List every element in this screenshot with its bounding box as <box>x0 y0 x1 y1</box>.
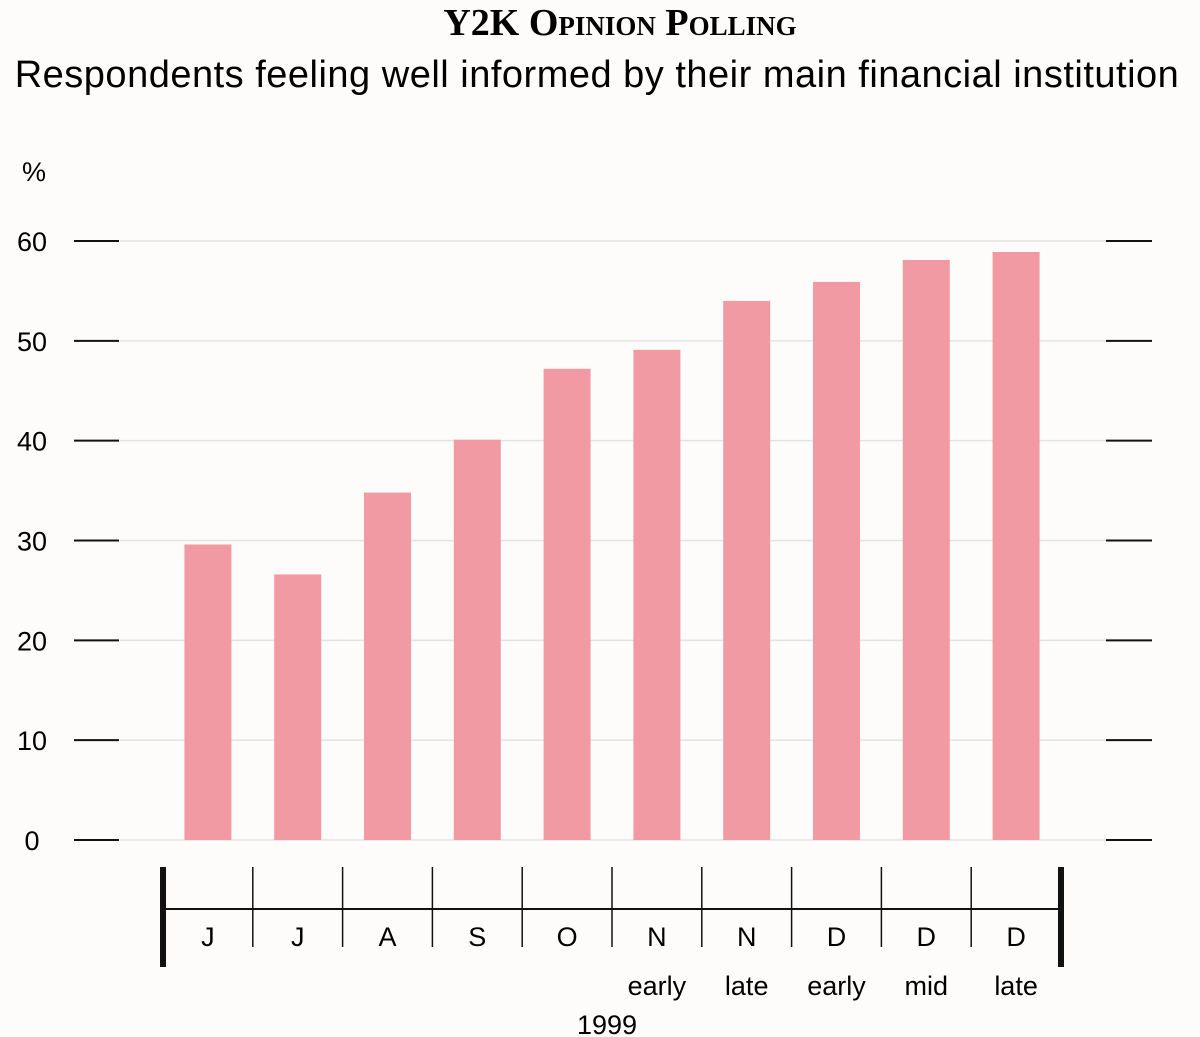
y-tick-label: 20 <box>17 626 47 656</box>
chart-title: Y2K Opinion Polling <box>443 2 796 44</box>
bar <box>633 349 681 840</box>
x-tick-label: J <box>291 922 305 952</box>
y-tick-label: 40 <box>17 427 47 457</box>
y-tick-label: 60 <box>17 227 47 257</box>
chart-subtitle: Respondents feeling well informed by the… <box>15 54 1180 96</box>
x-tick-label: D <box>1006 922 1026 952</box>
y-axis: 0 10 20 30 40 50 60 <box>17 227 1152 856</box>
x-tick-label: N <box>647 922 667 952</box>
x-axis-year-label: 1999 <box>577 1010 637 1037</box>
bar <box>543 368 591 840</box>
y-tick-label: 10 <box>17 726 47 756</box>
gridlines <box>120 240 1106 841</box>
bar <box>364 492 411 840</box>
x-tick-label: N <box>737 922 757 952</box>
x-tick-label: A <box>378 922 396 952</box>
x-tick-label: D <box>827 922 847 952</box>
x-tick-sublabel: early <box>807 971 866 1001</box>
x-tick-sublabel: late <box>725 971 769 1001</box>
bar <box>813 281 860 841</box>
bar <box>902 259 950 840</box>
x-tick-label: S <box>468 922 486 952</box>
x-tick-label: D <box>917 922 937 952</box>
bar <box>453 439 501 840</box>
x-tick-label: O <box>557 922 578 952</box>
x-tick-label: J <box>201 922 215 952</box>
y-axis-unit-label: % <box>22 157 46 187</box>
bar <box>723 300 771 840</box>
bar <box>184 544 232 840</box>
y-tick-label: 50 <box>17 327 47 357</box>
bar <box>274 574 322 840</box>
bar <box>992 251 1040 840</box>
y-tick-label: 0 <box>24 826 39 856</box>
y-tick-label: 30 <box>17 527 47 557</box>
bars <box>184 251 1040 841</box>
x-tick-sublabel: mid <box>905 971 949 1001</box>
x-tick-sublabel: early <box>628 971 687 1001</box>
x-tick-sublabel: late <box>994 971 1038 1001</box>
